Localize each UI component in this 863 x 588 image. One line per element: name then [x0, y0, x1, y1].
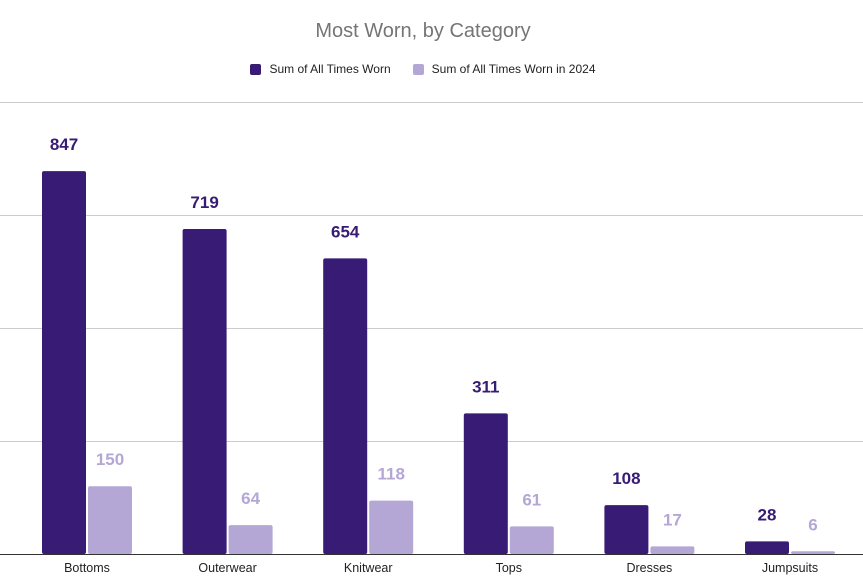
data-label-all-time-bottoms: 847	[50, 135, 78, 154]
bar-all-time-knitwear	[323, 258, 368, 554]
legend-swatch-series-1	[250, 63, 262, 75]
x-tick-label-dresses: Dresses	[626, 561, 672, 575]
chart-title: Most Worn, by Category	[315, 20, 531, 42]
bar-all-time-tops	[463, 413, 508, 554]
data-label-all-time-tops: 311	[472, 377, 499, 396]
legend: Sum of All Times Worn Sum of All Times W…	[0, 62, 846, 76]
legend-item-series-2[interactable]: Sum of All Times Worn in 2024	[412, 62, 596, 76]
data-label-2024-outerwear: 64	[241, 489, 260, 508]
data-label-2024-tops: 61	[522, 490, 541, 509]
x-tick-label-bottoms: Bottoms	[64, 561, 110, 575]
x-tick-label-outerwear: Outerwear	[198, 561, 256, 575]
legend-label-series-1: Sum of All Times Worn	[269, 62, 391, 76]
data-label-2024-knitwear: 118	[377, 465, 404, 484]
bar-all-time-dresses	[604, 505, 649, 554]
bar-2024-jumpsuits	[791, 551, 835, 554]
bar-2024-tops	[509, 526, 554, 554]
bar-2024-knitwear	[369, 500, 414, 554]
bar-2024-bottoms	[88, 486, 132, 554]
legend-swatch-series-2	[412, 63, 424, 75]
x-tick-label-jumpsuits: Jumpsuits	[762, 561, 818, 575]
data-label-2024-jumpsuits: 6	[808, 515, 817, 534]
data-label-all-time-outerwear: 719	[190, 193, 218, 212]
x-tick-label-knitwear: Knitwear	[344, 561, 393, 575]
data-label-all-time-knitwear: 654	[331, 222, 360, 241]
bar-all-time-jumpsuits	[745, 541, 789, 554]
legend-item-series-1[interactable]: Sum of All Times Worn	[250, 62, 391, 76]
data-label-2024-bottoms: 150	[96, 450, 124, 469]
bar-all-time-outerwear	[182, 229, 227, 554]
data-label-all-time-jumpsuits: 28	[758, 505, 777, 524]
data-label-2024-dresses: 17	[663, 510, 682, 529]
data-label-all-time-dresses: 108	[612, 469, 640, 488]
legend-label-series-2: Sum of All Times Worn in 2024	[431, 62, 596, 76]
bar-all-time-bottoms	[42, 171, 86, 554]
bar-2024-dresses	[650, 546, 695, 554]
bar-2024-outerwear	[228, 525, 273, 554]
x-tick-label-tops: Tops	[496, 561, 522, 575]
